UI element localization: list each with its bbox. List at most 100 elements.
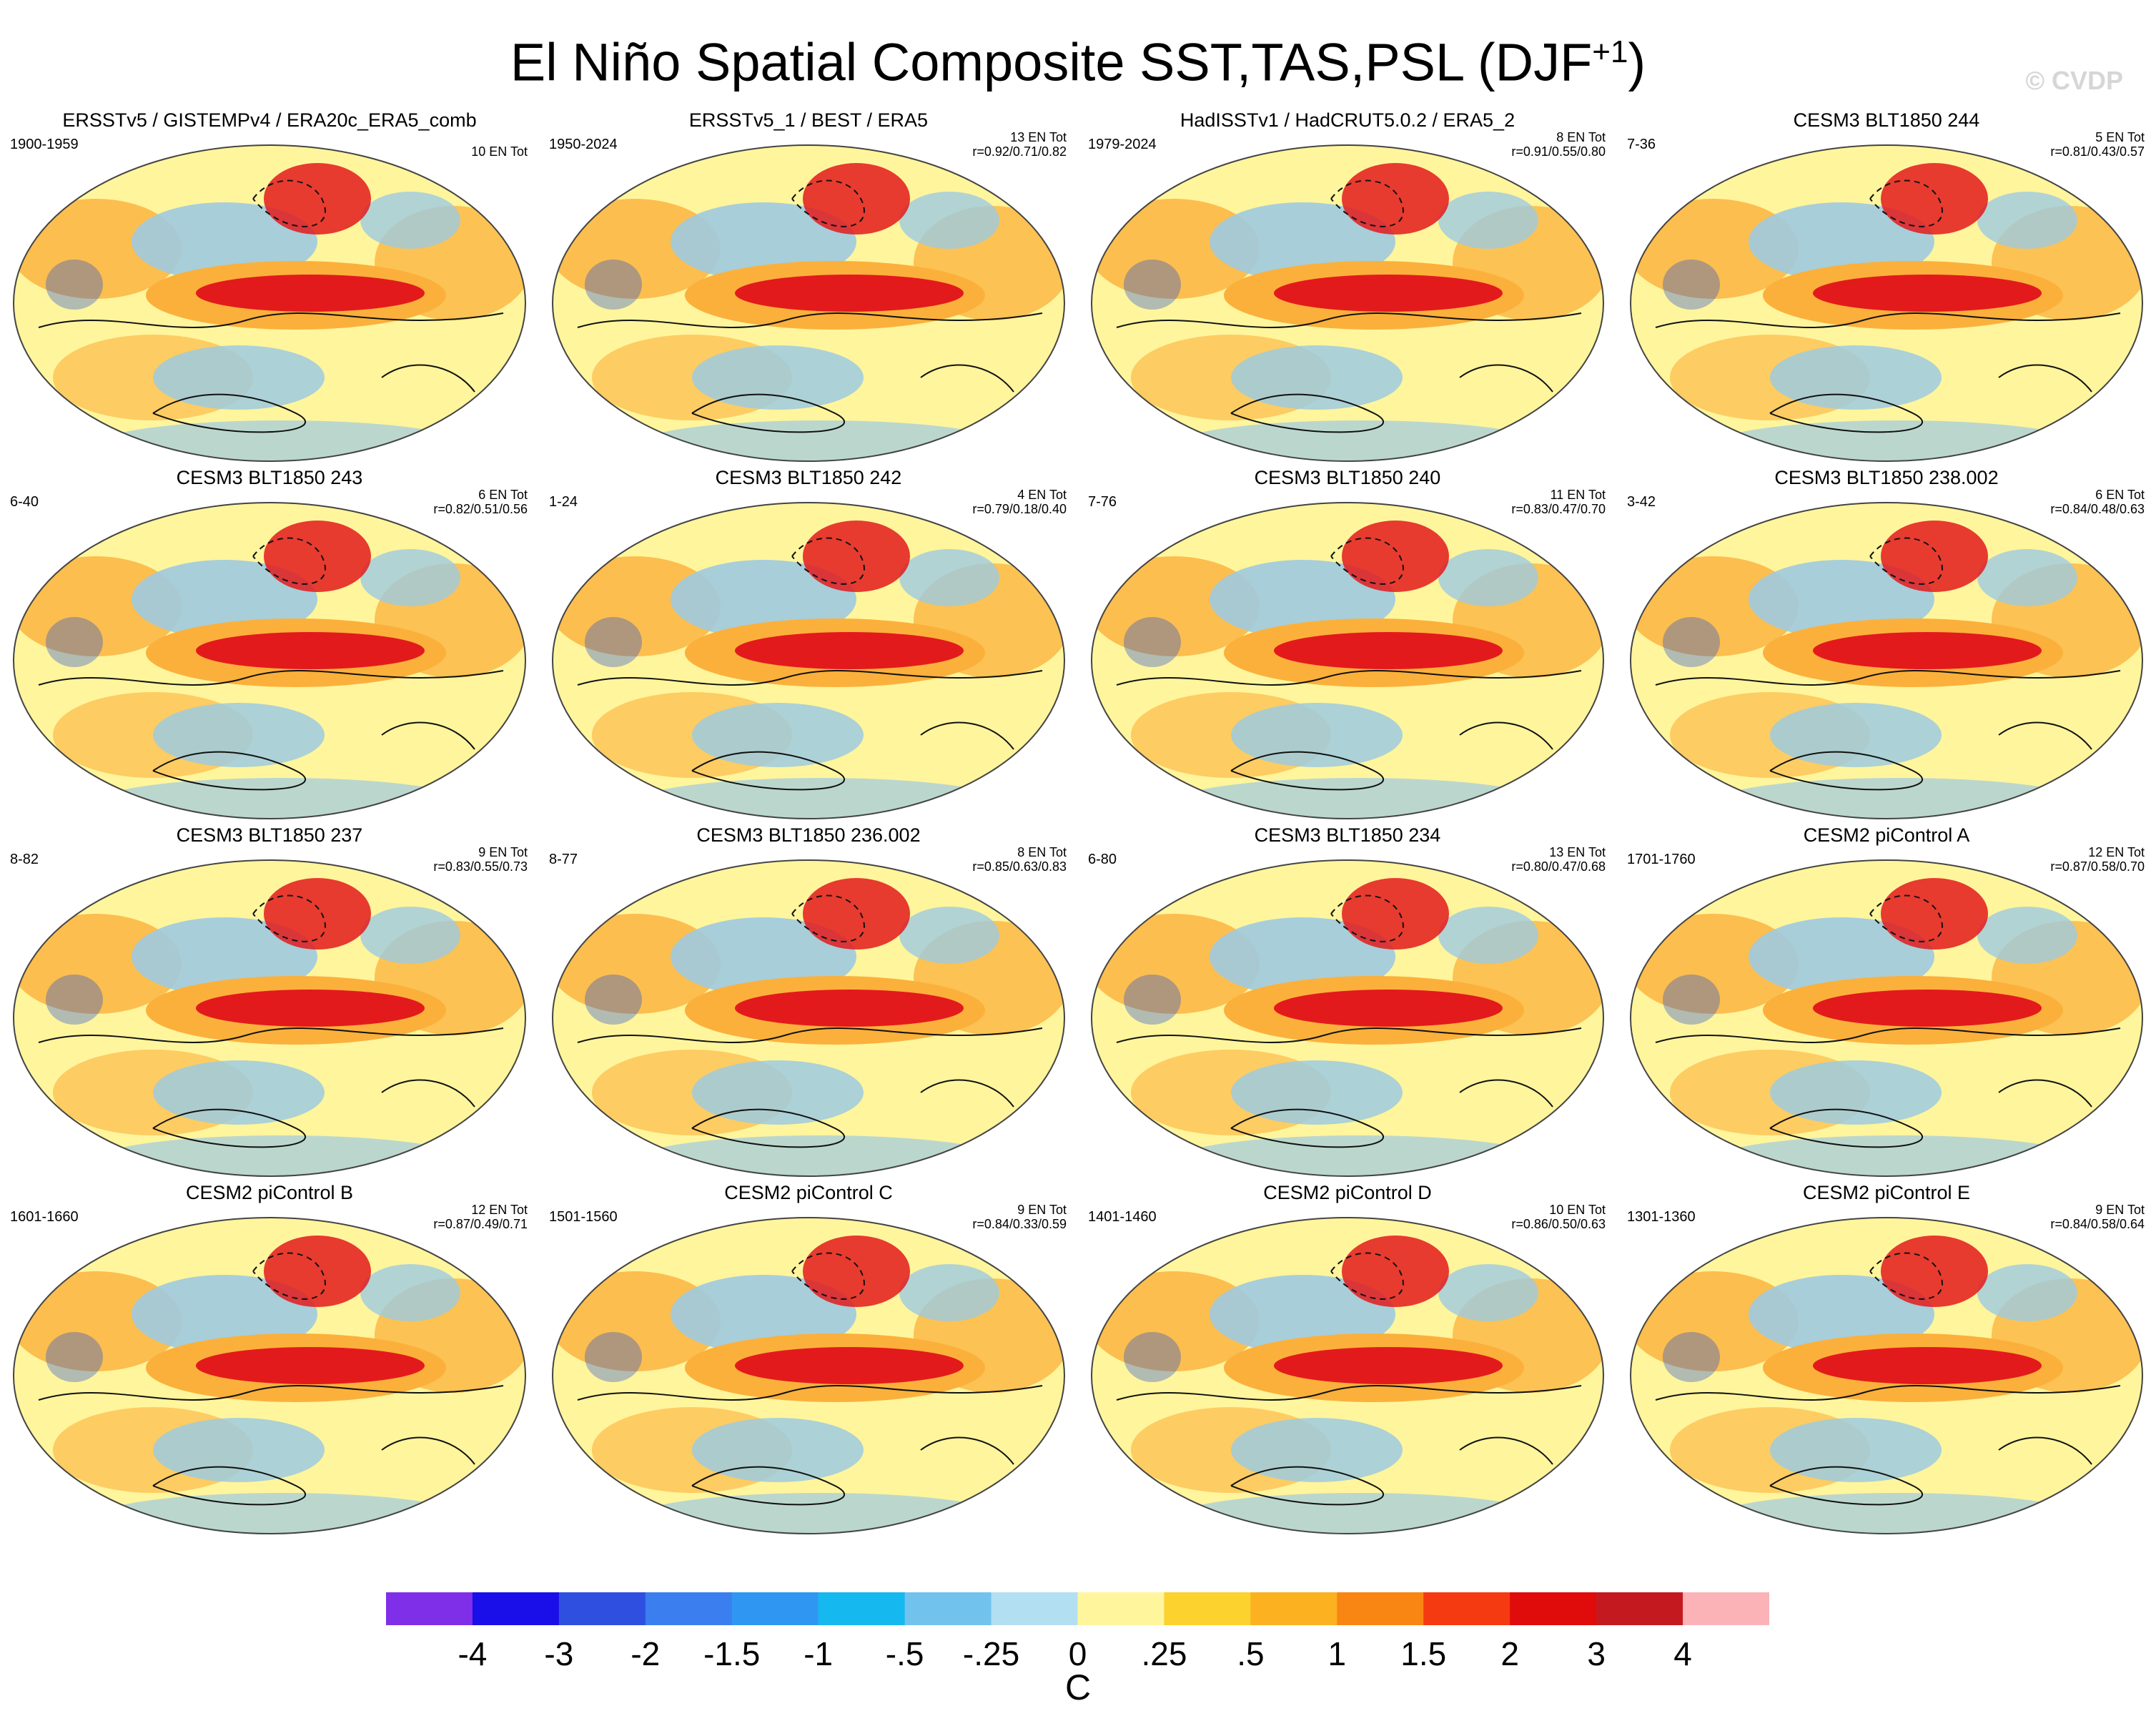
map-field (14, 1218, 525, 1534)
panel-event-count: 10 EN Tot (471, 144, 528, 159)
colorbar-tick-label: .25 (1141, 1635, 1187, 1672)
panel-years: 1900-1959 (10, 137, 79, 152)
map-field (1092, 145, 1603, 461)
sst-anomaly-map (13, 144, 526, 462)
panel-title: CESM3 BLT1850 237 (176, 824, 363, 846)
panel-years: 7-76 (1088, 494, 1117, 510)
panel-event-count: 6 EN Tot (478, 488, 528, 502)
colorbar-swatch (1423, 1592, 1510, 1625)
colorbar-tick-label: 3 (1587, 1635, 1606, 1672)
colorbar-tick-label: -3 (544, 1635, 574, 1672)
sst-anomaly-map (552, 502, 1065, 819)
panel-pattern-correlation: r=0.84/0.33/0.59 (972, 1217, 1067, 1231)
colorbar-swatch (1683, 1592, 1769, 1625)
cvdp-watermark: © CVDP (2025, 66, 2123, 95)
panel-title: CESM3 BLT1850 240 (1254, 467, 1441, 488)
panel-title: CESM3 BLT1850 244 (1793, 109, 1980, 131)
map-field (14, 145, 525, 461)
panel-event-count: 13 EN Tot (1010, 130, 1067, 144)
colorbar-tick-label: -4 (458, 1635, 488, 1672)
panel-event-count: 6 EN Tot (2095, 488, 2145, 502)
colorbar-swatch (645, 1592, 733, 1625)
sst-anomaly-map (13, 1217, 526, 1534)
panel-event-count: 9 EN Tot (478, 845, 528, 859)
colorbar-tick-label: -1.5 (703, 1635, 761, 1672)
panel-title: CESM3 BLT1850 243 (176, 467, 363, 488)
sst-anomaly-map (1630, 502, 2143, 819)
map-panel: CESM3 BLT1850 234 6-80 13 EN Tot r=0.80/0.4… (1078, 822, 1617, 1180)
sst-anomaly-map (13, 502, 526, 819)
panel-years: 8-82 (10, 852, 39, 867)
map-field (1092, 503, 1603, 819)
map-panel: CESM3 BLT1850 242 1-24 4 EN Tot r=0.79/0.18… (539, 465, 1078, 822)
colorbar-tick-label: 2 (1500, 1635, 1519, 1672)
map-field (553, 503, 1064, 819)
title-superscript: +1 (1592, 34, 1628, 69)
panel-title: CESM2 piControl B (185, 1182, 354, 1203)
colorbar-tick-label: -2 (631, 1635, 661, 1672)
panel-event-count: 9 EN Tot (1017, 1203, 1067, 1217)
panel-title: CESM3 BLT1850 234 (1254, 824, 1441, 846)
panel-years: 3-42 (1627, 494, 1656, 510)
panel-years: 1501-1560 (549, 1209, 618, 1225)
panel-title: CESM2 piControl A (1803, 824, 1970, 846)
panel-grid: ERSSTv5 / GISTEMPv4 / ERA20c_ERA5_comb 19… (0, 107, 2156, 1537)
colorbar-tick-label: -.5 (885, 1635, 924, 1672)
panel-years: 6-80 (1088, 852, 1117, 867)
panel-title: CESM3 BLT1850 242 (715, 467, 902, 488)
panel-event-count: 8 EN Tot (1017, 845, 1067, 859)
sst-anomaly-map (1091, 859, 1604, 1177)
sst-anomaly-map (552, 1217, 1065, 1534)
sst-anomaly-map (1091, 144, 1604, 462)
map-field (1631, 860, 2142, 1176)
panel-title: CESM3 BLT1850 238.002 (1774, 467, 1999, 488)
colorbar-tick-label: 1.5 (1400, 1635, 1447, 1672)
panel-title: CESM3 BLT1850 236.002 (696, 824, 921, 846)
colorbar-swatch (1337, 1592, 1424, 1625)
sst-anomaly-map (552, 144, 1065, 462)
panel-event-count: 8 EN Tot (1556, 130, 1606, 144)
panel-pattern-correlation: r=0.84/0.58/0.64 (2050, 1217, 2145, 1231)
colorbar-swatch (1510, 1592, 1597, 1625)
map-panel: ERSSTv5 / GISTEMPv4 / ERA20c_ERA5_comb 19… (0, 107, 539, 465)
panel-event-count: 5 EN Tot (2095, 130, 2145, 144)
colorbar-unit: C (1064, 1667, 1092, 1707)
panel-title: HadISSTv1 / HadCRUT5.0.2 / ERA5_2 (1180, 109, 1515, 131)
panel-pattern-correlation: r=0.87/0.49/0.71 (433, 1217, 528, 1231)
sst-anomaly-map (1091, 502, 1604, 819)
sst-anomaly-map (552, 859, 1065, 1177)
panel-years: 1979-2024 (1088, 137, 1157, 152)
panel-event-count: 11 EN Tot (1550, 488, 1606, 502)
panel-title: CESM2 piControl D (1263, 1182, 1432, 1203)
panel-event-count: 12 EN Tot (2088, 845, 2145, 859)
panel-years: 1401-1460 (1088, 1209, 1157, 1225)
colorbar-tick-label: 0 (1068, 1635, 1087, 1672)
map-panel: CESM3 BLT1850 243 6-40 6 EN Tot r=0.82/0.51… (0, 465, 539, 822)
title-main: El Niño Spatial Composite SST,TAS,PSL (D… (510, 32, 1593, 92)
panel-years: 1950-2024 (549, 137, 618, 152)
colorbar-tick-label: 1 (1327, 1635, 1347, 1672)
map-field (1631, 503, 2142, 819)
map-panel: HadISSTv1 / HadCRUT5.0.2 / ERA5_2 1979-20… (1078, 107, 1617, 465)
panel-pattern-correlation: r=0.82/0.51/0.56 (433, 502, 528, 516)
map-panel: CESM3 BLT1850 236.002 8-77 8 EN Tot r=0.85/… (539, 822, 1078, 1180)
colorbar-tick-label: 4 (1673, 1635, 1692, 1672)
colorbar-swatch (731, 1592, 819, 1625)
panel-pattern-correlation: r=0.86/0.50/0.63 (1511, 1217, 1606, 1231)
map-field (553, 860, 1064, 1176)
panel-years: 1701-1760 (1627, 852, 1696, 867)
panel-years: 8-77 (549, 852, 578, 867)
colorbar (386, 1592, 1769, 1625)
panel-pattern-correlation: r=0.87/0.58/0.70 (2050, 859, 2145, 874)
map-field (1092, 860, 1603, 1176)
panel-pattern-correlation: r=0.85/0.63/0.83 (972, 859, 1067, 874)
colorbar-swatch (904, 1592, 992, 1625)
sst-anomaly-map (1630, 144, 2143, 462)
map-panel: ERSSTv5_1 / BEST / ERA5 1950-2024 13 EN To… (539, 107, 1078, 465)
map-field (1631, 1218, 2142, 1534)
panel-event-count: 9 EN Tot (2095, 1203, 2145, 1217)
panel-event-count: 10 EN Tot (1549, 1203, 1606, 1217)
map-panel: CESM3 BLT1850 238.002 3-42 6 EN Tot r=0.84/… (1617, 465, 2156, 822)
colorbar-swatch (558, 1592, 646, 1625)
sst-anomaly-map (1091, 1217, 1604, 1534)
